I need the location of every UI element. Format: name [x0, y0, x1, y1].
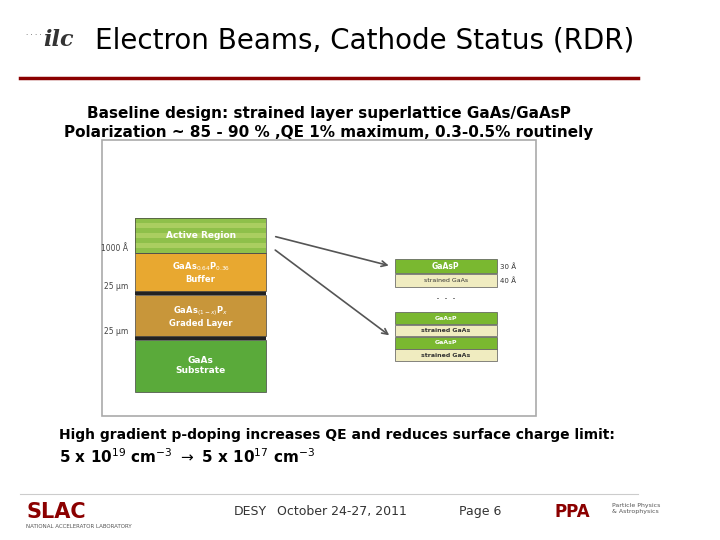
- Text: Electron Beams, Cathode Status (RDR): Electron Beams, Cathode Status (RDR): [95, 26, 634, 55]
- Text: 5 x 10$^{19}$ cm$^{-3}$ $\rightarrow$ 5 x 10$^{17}$ cm$^{-3}$: 5 x 10$^{19}$ cm$^{-3}$ $\rightarrow$ 5 …: [59, 447, 315, 465]
- Text: High gradient p-doping increases QE and reduces surface charge limit:: High gradient p-doping increases QE and …: [59, 428, 615, 442]
- Text: 30 Å: 30 Å: [500, 263, 516, 269]
- Bar: [135, 223, 266, 228]
- Text: Active Region: Active Region: [166, 232, 235, 240]
- Bar: [135, 238, 266, 243]
- Text: · · ·: · · ·: [436, 293, 456, 306]
- Text: 25 μm: 25 μm: [104, 327, 128, 336]
- Bar: [135, 218, 266, 253]
- Bar: [102, 140, 536, 416]
- Text: SLAC: SLAC: [27, 502, 86, 522]
- Bar: [395, 325, 497, 336]
- Bar: [135, 340, 266, 392]
- Bar: [395, 259, 497, 273]
- Text: strained GaAs: strained GaAs: [423, 278, 468, 284]
- Bar: [135, 233, 266, 238]
- Bar: [395, 312, 497, 324]
- Text: strained GaAs: strained GaAs: [421, 328, 470, 333]
- Text: strained GaAs: strained GaAs: [421, 353, 470, 358]
- Text: GaAs$_{(1-x)}$P$_x$
Graded Layer: GaAs$_{(1-x)}$P$_x$ Graded Layer: [169, 304, 233, 328]
- Text: GaAs$_{0.64}$P$_{0.36}$
Buffer: GaAs$_{0.64}$P$_{0.36}$ Buffer: [171, 261, 230, 284]
- Text: NATIONAL ACCELERATOR LABORATORY: NATIONAL ACCELERATOR LABORATORY: [27, 524, 132, 529]
- Bar: [395, 274, 497, 287]
- Text: 40 Å: 40 Å: [500, 278, 516, 284]
- Bar: [395, 337, 497, 349]
- Text: PPA: PPA: [554, 503, 590, 521]
- Bar: [135, 295, 266, 336]
- Text: October 24-27, 2011: October 24-27, 2011: [277, 505, 407, 518]
- Text: · · · ·: · · · ·: [27, 32, 42, 38]
- Text: GaAsP: GaAsP: [432, 262, 459, 271]
- Bar: [135, 248, 266, 253]
- Text: Page 6: Page 6: [459, 505, 501, 518]
- Text: Polarization ~ 85 - 90 % ,QE 1% maximum, 0.3-0.5% routinely: Polarization ~ 85 - 90 % ,QE 1% maximum,…: [64, 125, 593, 140]
- Text: 25 μm: 25 μm: [104, 282, 128, 291]
- Bar: [135, 336, 266, 340]
- Text: GaAsP: GaAsP: [434, 315, 457, 321]
- Text: Baseline design: strained layer superlattice GaAs/GaAsP: Baseline design: strained layer superlat…: [87, 106, 571, 121]
- Bar: [135, 253, 266, 291]
- Text: 1000 Å: 1000 Å: [102, 244, 128, 253]
- Bar: [135, 243, 266, 248]
- Bar: [135, 218, 266, 223]
- Bar: [135, 228, 266, 233]
- Text: Particle Physics
& Astrophysics: Particle Physics & Astrophysics: [612, 503, 660, 514]
- Bar: [135, 291, 266, 295]
- Text: DESY: DESY: [233, 505, 266, 518]
- Text: GaAs
Substrate: GaAs Substrate: [176, 356, 226, 375]
- Text: GaAsP: GaAsP: [434, 340, 457, 346]
- Bar: [395, 349, 497, 361]
- Text: ilc: ilc: [42, 30, 73, 51]
